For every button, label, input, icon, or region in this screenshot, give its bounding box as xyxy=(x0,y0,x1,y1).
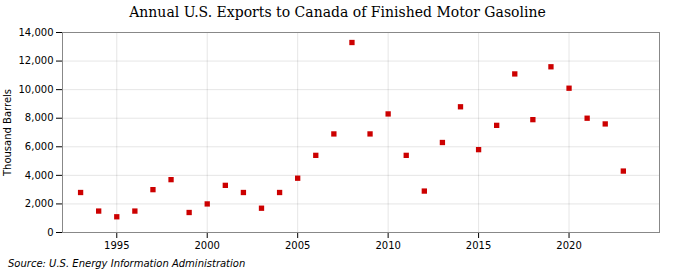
html-text:Annual U.S. Exports to Canada: Annual U.S. Exports to Canada of Finishe… xyxy=(129,4,546,20)
svg-text:2020: 2020 xyxy=(556,240,581,251)
svg-text:2010: 2010 xyxy=(375,240,400,251)
svg-text:4,000: 4,000 xyxy=(25,170,54,181)
svg-text:2015: 2015 xyxy=(466,240,491,251)
svg-text:2000: 2000 xyxy=(195,240,220,251)
svg-text:2,000: 2,000 xyxy=(25,198,54,209)
svg-text:8,000: 8,000 xyxy=(25,112,54,123)
svg-text:1995: 1995 xyxy=(104,240,129,251)
svg-text:14,000: 14,000 xyxy=(19,27,54,38)
svg-text:2005: 2005 xyxy=(285,240,310,251)
svg-text:Thousand Barrels: Thousand Barrels xyxy=(2,89,13,177)
svg-text:6,000: 6,000 xyxy=(25,141,54,152)
html-text:Source: U.S. Energy Informatio: Source: U.S. Energy Information Administ… xyxy=(8,258,246,269)
svg-text:0: 0 xyxy=(47,227,53,238)
svg-text:10,000: 10,000 xyxy=(19,84,54,95)
svg-text:12,000: 12,000 xyxy=(19,55,54,66)
